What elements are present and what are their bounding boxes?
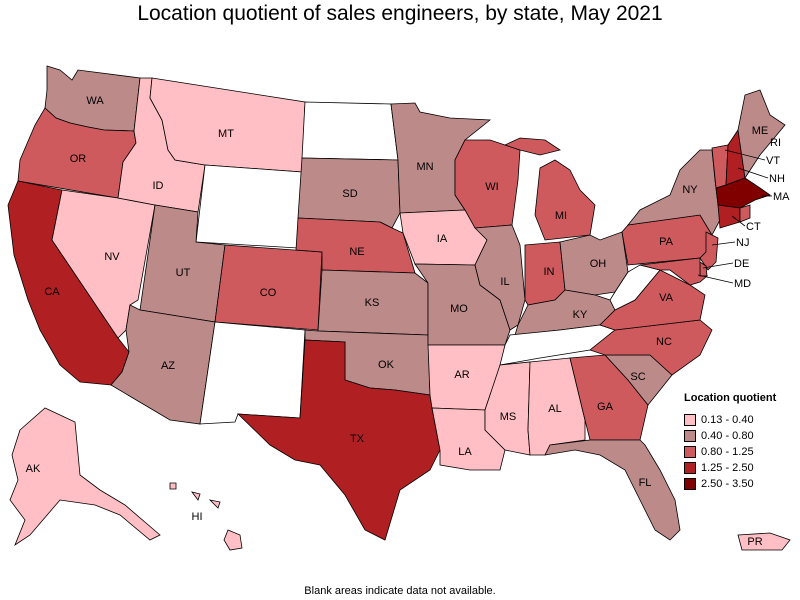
label-mt: MT — [218, 128, 234, 140]
footnote: Blank areas indicate data not available. — [304, 585, 496, 597]
label-or: OR — [70, 153, 87, 165]
label-tx: TX — [350, 433, 365, 445]
label-nc: NC — [656, 336, 672, 348]
legend-title: Location quotient — [684, 392, 777, 404]
state-ri[interactable] — [739, 204, 751, 223]
map-title: Location quotient of sales engineers, by… — [137, 2, 663, 25]
state-nm[interactable] — [199, 321, 306, 425]
state-fl[interactable] — [544, 439, 681, 541]
label-sc: SC — [630, 371, 645, 383]
label-il: IL — [500, 276, 509, 288]
label-ny: NY — [682, 184, 698, 196]
label-oh: OH — [590, 258, 607, 270]
label-co: CO — [260, 287, 277, 299]
state-wy[interactable] — [195, 164, 303, 249]
label-me: ME — [752, 125, 769, 137]
legend-swatch — [684, 430, 696, 442]
label-ky: KY — [573, 309, 588, 321]
legend: Location quotient 0.13 - 0.40 0.40 - 0.8… — [684, 392, 776, 492]
label-ne: NE — [349, 246, 364, 258]
label-az: AZ — [161, 360, 175, 372]
state-wi[interactable] — [454, 139, 521, 229]
label-de: DE — [734, 258, 749, 270]
label-ak: AK — [26, 463, 41, 475]
label-nh: NH — [769, 173, 785, 185]
legend-item: 2.50 - 3.50 — [684, 476, 776, 492]
label-nj: NJ — [736, 237, 749, 249]
legend-label: 1.25 - 2.50 — [701, 462, 754, 474]
state-nj[interactable] — [699, 231, 719, 271]
label-vt: VT — [766, 155, 780, 167]
label-va: VA — [659, 292, 674, 304]
label-ar: AR — [454, 369, 469, 381]
label-wa: WA — [86, 95, 104, 107]
legend-item: 0.40 - 0.80 — [684, 428, 776, 444]
callout-lines — [697, 149, 772, 284]
state-mi[interactable] — [534, 159, 596, 241]
label-wi: WI — [485, 181, 498, 193]
label-nv: NV — [104, 251, 120, 263]
label-ks: KS — [365, 297, 380, 309]
legend-swatch — [684, 478, 696, 490]
legend-swatch — [684, 462, 696, 474]
state-pr[interactable] — [737, 532, 791, 551]
legend-label: 0.13 - 0.40 — [701, 414, 754, 426]
legend-item: 0.80 - 1.25 — [684, 444, 776, 460]
label-al: AL — [548, 403, 561, 415]
state-hi[interactable] — [169, 482, 243, 551]
label-fl: FL — [639, 477, 652, 489]
label-ia: IA — [437, 233, 448, 245]
state-il[interactable] — [474, 224, 526, 331]
label-ct: CT — [746, 221, 761, 233]
state-mt[interactable] — [149, 77, 306, 173]
state-nd[interactable] — [301, 101, 399, 161]
legend-swatch — [684, 446, 696, 458]
legend-label: 0.40 - 0.80 — [701, 430, 754, 442]
legend-label: 2.50 - 3.50 — [701, 478, 754, 490]
label-id: ID — [153, 180, 164, 192]
label-mn: MN — [416, 161, 433, 173]
label-ms: MS — [500, 411, 517, 423]
state-tx[interactable] — [236, 339, 441, 541]
state-labels: WA OR CA NV ID MT UT CO AZ SD NE KS OK T… — [26, 95, 791, 548]
label-ut: UT — [176, 267, 191, 279]
label-la: LA — [458, 446, 472, 458]
state-ct[interactable] — [717, 204, 741, 229]
legend-item: 1.25 - 2.50 — [684, 460, 776, 476]
label-hi: HI — [192, 511, 203, 523]
legend-label: 0.80 - 1.25 — [701, 446, 754, 458]
label-ca: CA — [44, 286, 60, 298]
state-md[interactable] — [639, 257, 709, 286]
legend-item: 0.13 - 0.40 — [684, 412, 776, 428]
label-mi: MI — [555, 210, 567, 222]
label-ri: RI — [770, 137, 781, 149]
label-pr: PR — [747, 536, 762, 548]
label-pa: PA — [659, 236, 674, 248]
label-md: MD — [734, 278, 751, 290]
label-ga: GA — [597, 401, 614, 413]
label-mo: MO — [450, 303, 468, 315]
state-mi-upper[interactable] — [503, 137, 561, 156]
label-in: IN — [544, 266, 555, 278]
state-ak[interactable] — [9, 407, 161, 547]
legend-swatch — [684, 414, 696, 426]
label-sd: SD — [342, 188, 357, 200]
label-ma: MA — [773, 191, 790, 203]
label-ok: OK — [378, 359, 395, 371]
